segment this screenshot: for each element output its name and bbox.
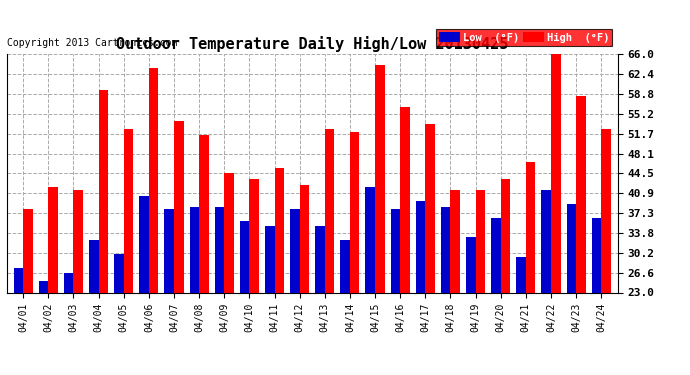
- Bar: [23, 209, 33, 375]
- Bar: [576, 96, 586, 375]
- Bar: [315, 226, 325, 375]
- Bar: [501, 179, 510, 375]
- Bar: [491, 218, 501, 375]
- Bar: [441, 207, 451, 375]
- Bar: [526, 162, 535, 375]
- Bar: [124, 129, 133, 375]
- Legend: Low  (°F), High  (°F): Low (°F), High (°F): [436, 28, 612, 46]
- Bar: [475, 190, 485, 375]
- Bar: [566, 204, 576, 375]
- Bar: [299, 184, 309, 375]
- Bar: [89, 240, 99, 375]
- Bar: [39, 281, 48, 375]
- Bar: [601, 129, 611, 375]
- Bar: [190, 207, 199, 375]
- Bar: [466, 237, 475, 375]
- Bar: [542, 190, 551, 375]
- Title: Outdoor Temperature Daily High/Low 20130425: Outdoor Temperature Daily High/Low 20130…: [116, 36, 509, 52]
- Bar: [164, 209, 174, 375]
- Bar: [174, 121, 184, 375]
- Bar: [375, 66, 384, 375]
- Bar: [139, 196, 149, 375]
- Bar: [400, 107, 410, 375]
- Bar: [591, 218, 601, 375]
- Bar: [275, 168, 284, 375]
- Bar: [240, 220, 249, 375]
- Bar: [64, 273, 74, 375]
- Bar: [451, 190, 460, 375]
- Bar: [48, 187, 58, 375]
- Bar: [340, 240, 350, 375]
- Bar: [290, 209, 299, 375]
- Bar: [199, 135, 208, 375]
- Bar: [416, 201, 425, 375]
- Bar: [74, 190, 83, 375]
- Bar: [391, 209, 400, 375]
- Bar: [551, 54, 560, 375]
- Bar: [350, 132, 359, 375]
- Text: Copyright 2013 Cartronics.com: Copyright 2013 Cartronics.com: [7, 38, 177, 48]
- Bar: [425, 124, 435, 375]
- Bar: [99, 90, 108, 375]
- Bar: [149, 68, 159, 375]
- Bar: [14, 268, 23, 375]
- Bar: [249, 179, 259, 375]
- Bar: [516, 256, 526, 375]
- Bar: [115, 254, 124, 375]
- Bar: [366, 187, 375, 375]
- Bar: [224, 173, 234, 375]
- Bar: [325, 129, 335, 375]
- Bar: [265, 226, 275, 375]
- Bar: [215, 207, 224, 375]
